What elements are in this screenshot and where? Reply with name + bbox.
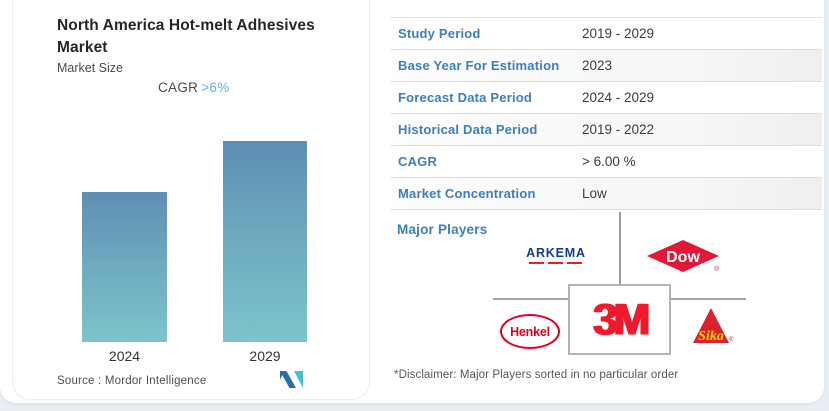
bar-2029 <box>223 141 307 342</box>
bar-label-2024: 2024 <box>108 348 141 364</box>
major-players-heading: Major Players <box>397 222 488 237</box>
cagr-value: >6% <box>201 80 230 95</box>
henkel-logo: Henkel <box>500 314 560 349</box>
henkel-wordmark: Henkel <box>510 324 550 339</box>
connector-vertical-line <box>619 212 621 284</box>
cagr-annotation: CAGR >6% <box>158 80 230 95</box>
row-value: > 6.00 % <box>582 154 636 169</box>
dow-wordmark: Dow <box>666 249 700 266</box>
mordor-intelligence-logo <box>280 371 303 388</box>
page-title: North America Hot-melt Adhesives Market <box>57 17 315 56</box>
row-label: Historical Data Period <box>398 122 538 137</box>
row-value: 2024 - 2029 <box>582 90 655 105</box>
cagr-label: CAGR <box>158 80 199 95</box>
row-label: Forecast Data Period <box>398 90 533 105</box>
arkema-wordmark: ARKEMA <box>526 246 586 260</box>
card-subtitle: Market Size <box>57 61 123 75</box>
arkema-logo: ARKEMA <box>524 246 588 264</box>
connector-horizontal-line-left <box>493 298 569 300</box>
table-row: CAGR > 6.00 % <box>390 146 822 178</box>
table-row: Base Year For Estimation 2023 <box>390 50 822 82</box>
table-row: Forecast Data Period 2024 - 2029 <box>390 82 822 114</box>
sika-wordmark: Sika <box>698 329 724 344</box>
row-label: Base Year For Estimation <box>398 58 560 73</box>
table-row: Market Concentration Low <box>390 178 822 210</box>
table-row: Study Period 2019 - 2029 <box>390 18 822 50</box>
sika-registered-mark: ® <box>729 337 734 343</box>
row-value: Low <box>582 186 607 201</box>
row-label: CAGR <box>398 154 438 169</box>
sika-logo: Sika <box>693 308 729 344</box>
connector-horizontal-line-right <box>670 298 746 300</box>
row-value: 2019 - 2022 <box>582 122 655 137</box>
row-label: Market Concentration <box>398 186 536 201</box>
bar-label-2029: 2029 <box>249 348 281 364</box>
row-label: Study Period <box>398 26 481 41</box>
dow-logo: Dow <box>647 240 719 272</box>
table-row: Historical Data Period 2019 - 2022 <box>390 114 822 146</box>
info-table: Study Period 2019 - 2029 Base Year For E… <box>390 17 822 210</box>
disclaimer-text: *Disclaimer: Major Players sorted in no … <box>394 369 679 381</box>
row-value: 2019 - 2029 <box>582 26 655 41</box>
source-text: Source : Mordor Intelligence <box>57 375 207 387</box>
dow-registered-mark: ® <box>714 266 720 273</box>
market-size-card <box>12 0 370 400</box>
bar-2024 <box>82 192 167 342</box>
row-value: 2023 <box>582 58 613 73</box>
threem-wordmark: 3M <box>592 294 650 344</box>
threem-logo-box: 3M <box>568 284 671 355</box>
arkema-tagline <box>529 262 583 264</box>
